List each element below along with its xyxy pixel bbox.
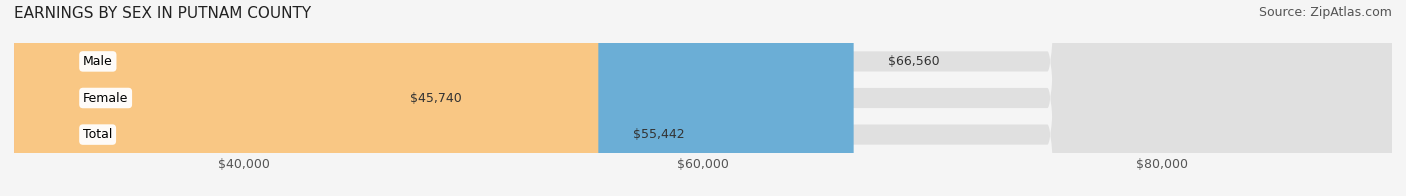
FancyBboxPatch shape (14, 0, 1392, 196)
FancyBboxPatch shape (14, 0, 1392, 196)
Text: Male: Male (83, 55, 112, 68)
Text: $66,560: $66,560 (889, 55, 939, 68)
Text: Source: ZipAtlas.com: Source: ZipAtlas.com (1258, 6, 1392, 19)
Text: EARNINGS BY SEX IN PUTNAM COUNTY: EARNINGS BY SEX IN PUTNAM COUNTY (14, 6, 311, 21)
Text: Total: Total (83, 128, 112, 141)
Text: $55,442: $55,442 (633, 128, 685, 141)
FancyBboxPatch shape (14, 0, 375, 196)
FancyBboxPatch shape (14, 0, 853, 196)
Text: $45,740: $45,740 (411, 92, 461, 104)
FancyBboxPatch shape (14, 0, 1392, 196)
Text: Female: Female (83, 92, 128, 104)
FancyBboxPatch shape (14, 0, 599, 196)
